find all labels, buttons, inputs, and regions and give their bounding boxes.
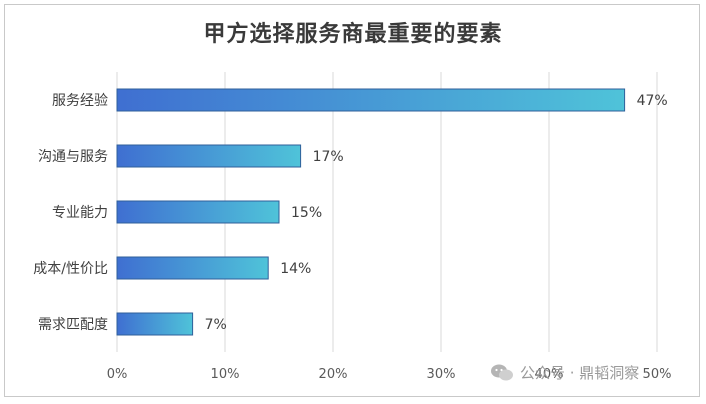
category-label: 专业能力 xyxy=(52,205,108,221)
value-label: 15% xyxy=(291,205,322,221)
watermark: 公众号 · 鼎韬洞察 xyxy=(490,362,639,383)
watermark-text: 公众号 · 鼎韬洞察 xyxy=(520,364,640,382)
value-label: 14% xyxy=(280,261,311,277)
category-label: 沟通与服务 xyxy=(38,149,108,165)
bar xyxy=(116,88,626,112)
value-label: 47% xyxy=(637,93,668,109)
bar xyxy=(116,200,280,224)
x-tick-label: 10% xyxy=(211,367,240,382)
bar xyxy=(116,312,194,336)
value-label: 17% xyxy=(313,149,344,165)
category-label: 服务经验 xyxy=(52,93,108,109)
x-tick-label: 20% xyxy=(319,367,348,382)
x-tick-label: 40% xyxy=(535,367,564,382)
bar xyxy=(116,256,269,280)
bar xyxy=(116,144,302,168)
x-tick-label: 30% xyxy=(427,367,456,382)
wechat-icon xyxy=(490,363,514,383)
x-tick-label: 0% xyxy=(107,367,128,382)
chart-title: 甲方选择服务商最重要的要素 xyxy=(203,21,503,47)
category-label: 成本/性价比 xyxy=(33,261,108,277)
x-tick-label: 50% xyxy=(643,367,672,382)
value-label: 7% xyxy=(205,317,227,333)
category-label: 需求匹配度 xyxy=(38,317,108,333)
